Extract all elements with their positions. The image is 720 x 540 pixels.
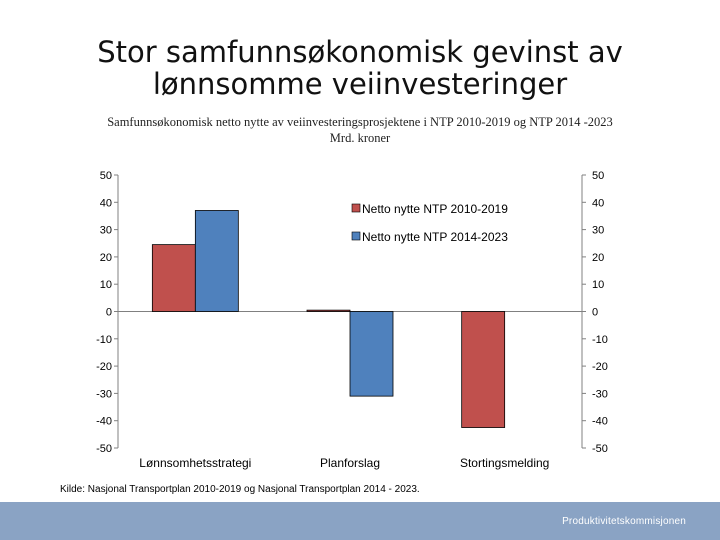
chart-subtitle: Mrd. kroner bbox=[329, 131, 391, 145]
slide-title-line-1: Stor samfunnsøkonomisk gevinst av bbox=[97, 35, 623, 69]
y-tick-label-left: 20 bbox=[100, 252, 112, 264]
slide-title: Stor samfunnsøkonomisk gevinst av lønnso… bbox=[0, 36, 720, 100]
bar bbox=[461, 311, 506, 428]
chart-header: Samfunnsøkonomisk netto nytte av veiinve… bbox=[0, 114, 720, 146]
x-tick-label: Lønnsomhetsstrategi bbox=[139, 456, 251, 470]
y-tick-label-right: 20 bbox=[592, 252, 604, 264]
y-tick-label-right: -50 bbox=[592, 443, 608, 455]
y-tick-label-left: 0 bbox=[106, 307, 112, 319]
legend-swatch bbox=[351, 203, 361, 213]
y-tick-label-left: 30 bbox=[100, 225, 112, 237]
y-tick-label-left: -40 bbox=[96, 416, 112, 428]
y-tick-label-right: -30 bbox=[592, 388, 608, 400]
y-tick-label-left: -30 bbox=[96, 388, 112, 400]
y-tick-label-right: 0 bbox=[592, 307, 598, 319]
y-tick-label-right: 50 bbox=[592, 170, 604, 182]
y-tick-label-left: 50 bbox=[100, 170, 112, 182]
chart-title: Samfunnsøkonomisk netto nytte av veiinve… bbox=[107, 115, 613, 129]
y-tick-label-right: -20 bbox=[592, 361, 608, 373]
x-tick-label: Stortingsmelding bbox=[460, 456, 549, 470]
chart-plot-area: 50 50 40 40 30 30 20 20 10 10 0 0 -10 -10 -20 -20 -30 -30… bbox=[96, 170, 608, 470]
legend-label: Netto nytte NTP 2010-2019 bbox=[362, 202, 508, 216]
footer-bar: Produktivitetskommisjonen bbox=[0, 502, 720, 540]
bar bbox=[151, 244, 196, 312]
footer-brand: Produktivitetskommisjonen bbox=[562, 516, 686, 527]
y-tick-label-right: -40 bbox=[592, 416, 608, 428]
y-tick-label-left: 40 bbox=[100, 197, 112, 209]
legend-swatch bbox=[351, 231, 361, 241]
x-tick-label: Planforslag bbox=[320, 456, 380, 470]
y-tick-label-right: 30 bbox=[592, 225, 604, 237]
y-tick-label-left: -20 bbox=[96, 361, 112, 373]
y-tick-label-right: 40 bbox=[592, 197, 604, 209]
bar bbox=[306, 309, 351, 312]
source-note: Kilde: Nasjonal Transportplan 2010-2019 … bbox=[60, 484, 420, 495]
y-tick-label-left: -50 bbox=[96, 443, 112, 455]
legend-label: Netto nytte NTP 2014-2023 bbox=[362, 230, 508, 244]
y-tick-label-right: 10 bbox=[592, 279, 604, 291]
y-tick-label-right: -10 bbox=[592, 334, 608, 346]
bar bbox=[349, 311, 394, 397]
bar bbox=[194, 210, 239, 312]
y-tick-label-left: 10 bbox=[100, 279, 112, 291]
bar-chart: 50 50 40 40 30 30 20 20 10 10 0 0 -10 -10 -20 -20 -30 -30… bbox=[96, 170, 608, 470]
slide-title-line-2: lønnsomme veiinvesteringer bbox=[152, 67, 568, 101]
y-tick-label-left: -10 bbox=[96, 334, 112, 346]
